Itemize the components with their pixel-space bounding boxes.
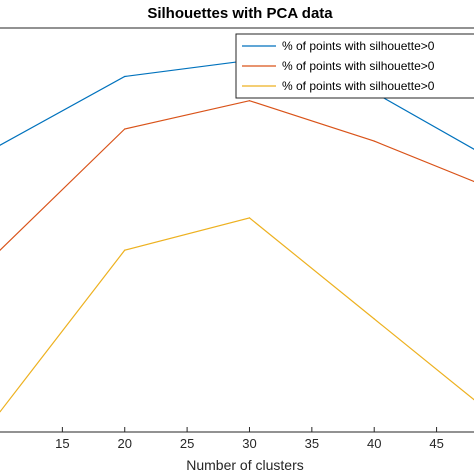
data-point <box>0 144 1 146</box>
data-point <box>124 75 126 78</box>
data-point <box>124 249 126 251</box>
legend-entry: % of points with silhouette>0 <box>282 39 435 53</box>
data-point <box>0 249 1 251</box>
x-axis-label: Number of clusters <box>186 457 303 473</box>
x-tick-label: 35 <box>305 436 319 451</box>
x-tick-label: 45 <box>429 436 443 451</box>
x-tick-label: 30 <box>242 436 256 451</box>
chart-title: Silhouettes with PCA data <box>147 5 333 22</box>
x-tick-label: 15 <box>55 436 69 451</box>
legend-entry: % of points with silhouette>0 <box>282 79 435 93</box>
data-point <box>248 100 251 102</box>
legend: % of points with silhouette>0 % of points… <box>235 33 474 99</box>
data-point <box>248 217 251 219</box>
legend-entry: % of points with silhouette>0 <box>282 59 435 73</box>
data-point <box>0 411 1 413</box>
x-tick-label: 20 <box>118 436 132 451</box>
x-axis: 15 20 25 30 35 40 45 <box>55 427 444 451</box>
x-tick-label: 25 <box>180 436 194 451</box>
x-tick-label: 40 <box>367 436 381 451</box>
data-point <box>373 140 375 142</box>
data-point <box>124 128 126 130</box>
data-point <box>373 318 375 320</box>
